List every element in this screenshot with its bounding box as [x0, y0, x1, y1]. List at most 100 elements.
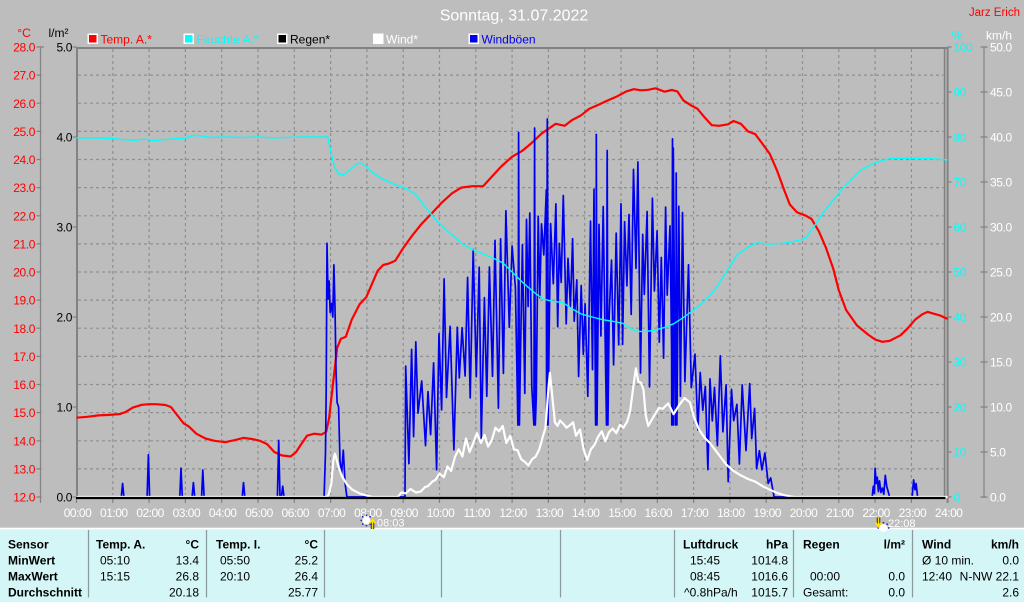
- svg-text:Temp. A.: Temp. A.: [96, 538, 145, 552]
- svg-text:Feuchte A.*: Feuchte A.*: [197, 33, 259, 47]
- svg-text:Ø 10 min.: Ø 10 min.: [922, 554, 974, 568]
- svg-text:24.0: 24.0: [13, 153, 35, 167]
- svg-text:22:08: 22:08: [888, 518, 916, 530]
- svg-text:15:00: 15:00: [608, 506, 636, 520]
- svg-text:22:00: 22:00: [862, 506, 890, 520]
- svg-text:l/m²: l/m²: [49, 26, 69, 40]
- svg-text:16.0: 16.0: [13, 378, 35, 392]
- svg-text:13:00: 13:00: [536, 506, 564, 520]
- svg-text:50.0: 50.0: [990, 41, 1012, 55]
- svg-text:18:00: 18:00: [717, 506, 745, 520]
- svg-text:23:00: 23:00: [899, 506, 927, 520]
- svg-text:40: 40: [954, 311, 967, 325]
- svg-text:04:00: 04:00: [209, 506, 237, 520]
- svg-text:70: 70: [954, 176, 967, 190]
- svg-text:00:00: 00:00: [64, 506, 92, 520]
- svg-text:Durchschnitt: Durchschnitt: [8, 586, 82, 600]
- svg-text:17:00: 17:00: [681, 506, 709, 520]
- svg-text:05:00: 05:00: [245, 506, 273, 520]
- svg-text:0.0: 0.0: [990, 491, 1006, 505]
- svg-text:km/h: km/h: [991, 538, 1019, 552]
- svg-text:20:10: 20:10: [220, 570, 250, 584]
- svg-text:Windböen: Windböen: [482, 33, 536, 47]
- svg-text:5.0: 5.0: [57, 41, 73, 55]
- svg-text:10.0: 10.0: [990, 401, 1012, 415]
- svg-text:19.0: 19.0: [13, 294, 35, 308]
- svg-text:08:03: 08:03: [377, 518, 405, 530]
- svg-text:Wind: Wind: [922, 538, 951, 552]
- svg-text:15:15: 15:15: [100, 570, 130, 584]
- svg-text:14:00: 14:00: [572, 506, 600, 520]
- svg-text:26.0: 26.0: [13, 97, 35, 111]
- svg-text:Jarz Erich: Jarz Erich: [969, 7, 1020, 19]
- svg-text:18.0: 18.0: [13, 322, 35, 336]
- svg-text:°C: °C: [186, 538, 200, 552]
- svg-text:1014.8: 1014.8: [751, 554, 788, 568]
- svg-text:l/m²: l/m²: [884, 538, 905, 552]
- svg-text:03:00: 03:00: [173, 506, 201, 520]
- svg-text:23.0: 23.0: [13, 181, 35, 195]
- svg-text:Sensor: Sensor: [8, 538, 49, 552]
- svg-text:06:00: 06:00: [282, 506, 310, 520]
- svg-text:4.0: 4.0: [57, 131, 73, 145]
- svg-text:20.18: 20.18: [169, 586, 199, 600]
- svg-text:09:00: 09:00: [390, 506, 418, 520]
- svg-text:21.0: 21.0: [13, 237, 35, 251]
- svg-text:20: 20: [954, 401, 967, 415]
- svg-text:20:00: 20:00: [790, 506, 818, 520]
- svg-text:°C: °C: [17, 26, 31, 40]
- svg-text:20.0: 20.0: [13, 266, 35, 280]
- svg-text:0.0: 0.0: [1002, 554, 1019, 568]
- svg-text:0.0: 0.0: [888, 570, 905, 584]
- svg-text:Temp. A.*: Temp. A.*: [101, 33, 153, 47]
- svg-text:1015.7: 1015.7: [751, 586, 788, 600]
- svg-text:13.4: 13.4: [176, 554, 200, 568]
- svg-text:80: 80: [954, 131, 967, 145]
- svg-text:40.0: 40.0: [990, 131, 1012, 145]
- svg-text:0: 0: [954, 491, 961, 505]
- svg-text:10: 10: [954, 446, 967, 460]
- svg-text:Sonntag, 31.07.2022: Sonntag, 31.07.2022: [440, 8, 589, 25]
- svg-text:25.0: 25.0: [990, 266, 1012, 280]
- svg-text:5.0: 5.0: [990, 446, 1006, 460]
- svg-text:19:00: 19:00: [753, 506, 781, 520]
- svg-text:2.6: 2.6: [1002, 586, 1019, 600]
- svg-text:%: %: [952, 29, 963, 43]
- svg-text:45.0: 45.0: [990, 86, 1012, 100]
- svg-text:°C: °C: [305, 538, 319, 552]
- svg-text:12.0: 12.0: [13, 491, 35, 505]
- svg-text:00:00: 00:00: [810, 570, 840, 584]
- svg-text:15:45: 15:45: [690, 554, 720, 568]
- svg-text:08:00: 08:00: [354, 506, 382, 520]
- svg-text:1016.6: 1016.6: [751, 570, 788, 584]
- svg-text:15.0: 15.0: [13, 406, 35, 420]
- svg-text:MaxWert: MaxWert: [8, 570, 58, 584]
- svg-text:15.0: 15.0: [990, 356, 1012, 370]
- svg-text:50: 50: [954, 266, 967, 280]
- svg-text:22.0: 22.0: [13, 209, 35, 223]
- svg-text:14.0: 14.0: [13, 434, 35, 448]
- svg-text:05:50: 05:50: [220, 554, 250, 568]
- svg-text:0.0: 0.0: [888, 586, 905, 600]
- svg-text:30: 30: [954, 356, 967, 370]
- svg-text:0.0: 0.0: [57, 491, 73, 505]
- svg-text:02:00: 02:00: [136, 506, 164, 520]
- svg-text:N-NW 22.1: N-NW 22.1: [960, 570, 1020, 584]
- svg-text:05:10: 05:10: [100, 554, 130, 568]
- svg-text:35.0: 35.0: [990, 176, 1012, 190]
- svg-text:100: 100: [954, 41, 974, 55]
- svg-text:16:00: 16:00: [645, 506, 673, 520]
- svg-text:25.2: 25.2: [295, 554, 319, 568]
- svg-text:21:00: 21:00: [826, 506, 854, 520]
- svg-text:2.0: 2.0: [57, 311, 73, 325]
- svg-text:Temp. I.: Temp. I.: [216, 538, 260, 552]
- svg-text:12:40: 12:40: [922, 570, 952, 584]
- svg-text:^0.8hPa/h: ^0.8hPa/h: [684, 586, 738, 600]
- svg-text:20.0: 20.0: [990, 311, 1012, 325]
- svg-text:Regen*: Regen*: [290, 33, 330, 47]
- svg-text:13.0: 13.0: [13, 462, 35, 476]
- svg-text:Wind*: Wind*: [386, 33, 418, 47]
- svg-text:10:00: 10:00: [427, 506, 455, 520]
- svg-text:km/h: km/h: [986, 29, 1012, 43]
- svg-text:17.0: 17.0: [13, 350, 35, 364]
